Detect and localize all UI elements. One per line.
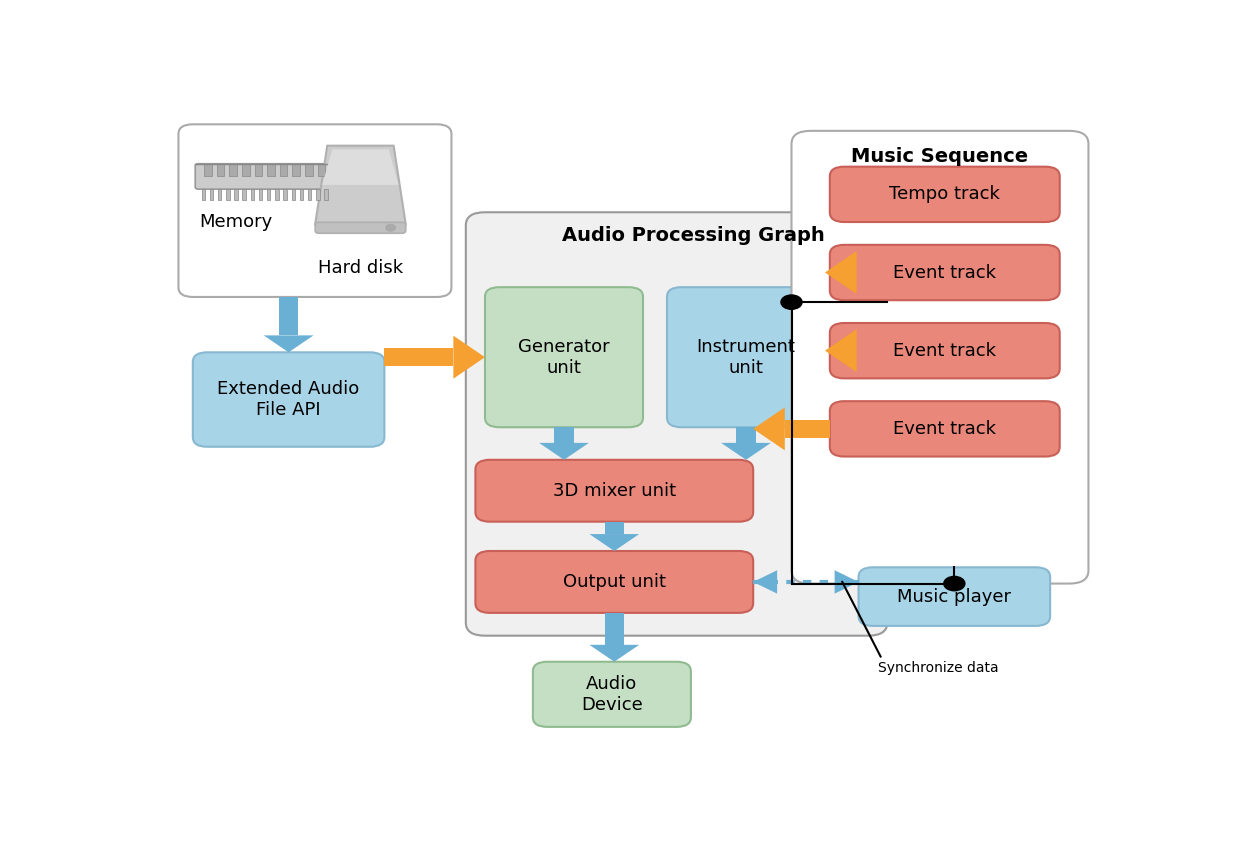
FancyBboxPatch shape — [829, 323, 1059, 378]
FancyBboxPatch shape — [859, 568, 1051, 626]
Polygon shape — [590, 534, 639, 551]
Text: Extended Audio
File API: Extended Audio File API — [218, 380, 360, 419]
Bar — [293, 164, 300, 177]
Text: Instrument
unit: Instrument unit — [697, 338, 796, 376]
Bar — [308, 190, 311, 200]
Polygon shape — [753, 570, 777, 594]
Polygon shape — [323, 150, 399, 185]
FancyBboxPatch shape — [466, 212, 887, 635]
Text: Audio Processing Graph: Audio Processing Graph — [561, 226, 824, 244]
FancyBboxPatch shape — [533, 662, 691, 727]
Bar — [279, 164, 288, 177]
Text: Event track: Event track — [894, 420, 996, 438]
Bar — [216, 164, 224, 177]
Bar — [242, 190, 246, 200]
FancyBboxPatch shape — [195, 164, 334, 190]
Bar — [235, 190, 237, 200]
Text: Hard disk: Hard disk — [318, 259, 403, 277]
Bar — [299, 190, 303, 200]
Text: Music Sequence: Music Sequence — [852, 147, 1028, 167]
Text: Tempo track: Tempo track — [890, 185, 1000, 203]
FancyBboxPatch shape — [667, 287, 826, 427]
Bar — [785, 420, 829, 437]
Text: Audio
Device: Audio Device — [581, 675, 643, 714]
Bar — [283, 190, 287, 200]
Polygon shape — [721, 442, 771, 460]
FancyBboxPatch shape — [476, 460, 753, 522]
Circle shape — [944, 576, 965, 591]
Circle shape — [781, 295, 802, 310]
Polygon shape — [753, 408, 785, 450]
Polygon shape — [826, 251, 857, 294]
Polygon shape — [454, 336, 485, 379]
FancyBboxPatch shape — [178, 124, 451, 297]
Bar — [604, 522, 624, 534]
Text: Event track: Event track — [894, 263, 996, 282]
FancyBboxPatch shape — [485, 287, 643, 427]
Polygon shape — [590, 645, 639, 662]
Bar — [384, 349, 454, 366]
Text: Memory: Memory — [199, 213, 273, 231]
Bar — [318, 164, 325, 177]
Text: Synchronize data: Synchronize data — [878, 662, 999, 675]
Circle shape — [386, 224, 396, 231]
Bar — [229, 164, 237, 177]
Bar — [737, 427, 755, 442]
Text: 3D mixer unit: 3D mixer unit — [552, 481, 676, 500]
FancyBboxPatch shape — [791, 131, 1089, 584]
Bar — [242, 164, 250, 177]
Text: Event track: Event track — [894, 342, 996, 360]
Polygon shape — [263, 335, 314, 352]
FancyBboxPatch shape — [193, 352, 384, 447]
Bar — [267, 190, 271, 200]
Bar — [255, 164, 262, 177]
Text: Generator
unit: Generator unit — [518, 338, 609, 376]
Bar — [305, 164, 313, 177]
Bar — [276, 190, 278, 200]
Bar — [258, 190, 262, 200]
Text: Output unit: Output unit — [562, 573, 666, 591]
FancyBboxPatch shape — [315, 222, 405, 233]
Polygon shape — [826, 329, 857, 372]
Bar — [251, 190, 255, 200]
Bar — [279, 297, 298, 335]
FancyBboxPatch shape — [829, 167, 1059, 222]
FancyBboxPatch shape — [829, 244, 1059, 300]
Bar — [218, 190, 221, 200]
Bar — [316, 190, 319, 200]
Bar — [555, 427, 574, 442]
Bar — [210, 190, 214, 200]
Bar — [604, 613, 624, 645]
Polygon shape — [315, 146, 405, 224]
Bar — [201, 190, 205, 200]
Polygon shape — [539, 442, 588, 460]
Bar — [324, 190, 328, 200]
Bar — [267, 164, 274, 177]
Polygon shape — [834, 570, 859, 594]
Text: Music player: Music player — [897, 588, 1011, 606]
FancyBboxPatch shape — [476, 551, 753, 613]
Bar — [292, 190, 295, 200]
Bar — [226, 190, 230, 200]
Bar — [204, 164, 211, 177]
FancyBboxPatch shape — [829, 401, 1059, 457]
